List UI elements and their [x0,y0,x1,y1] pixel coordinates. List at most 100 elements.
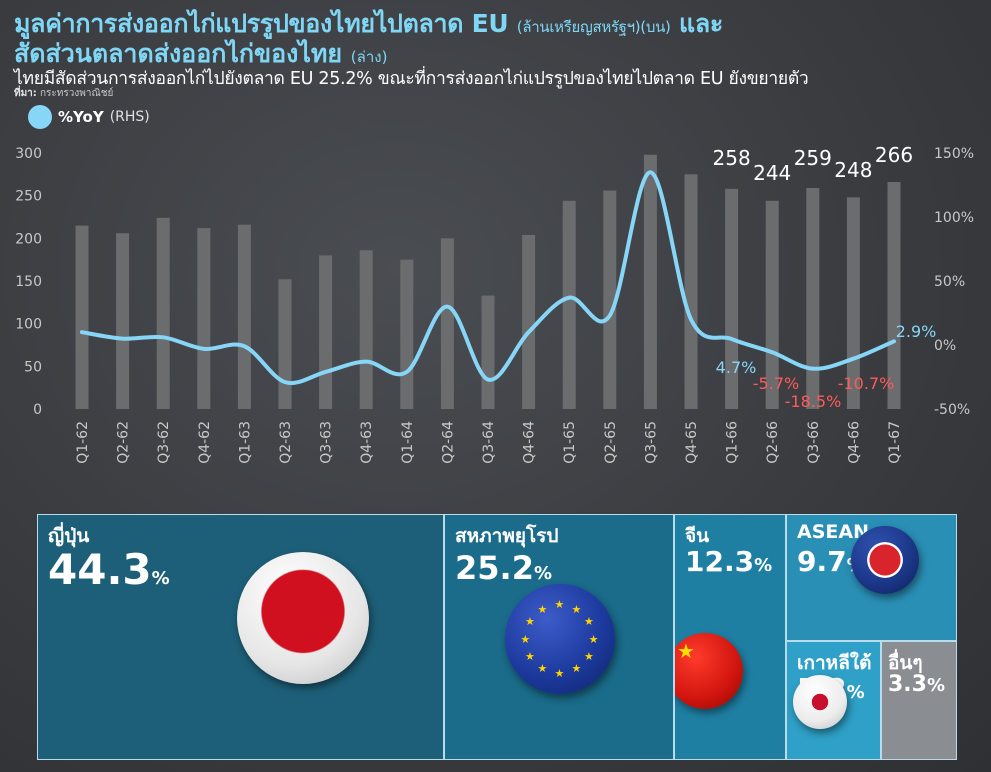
market-share-treemap: ญี่ปุ่น 44.3% สหภาพยุโรป 25.2% ★ ★ ★ ★ ★ ★ ★ ★ ★ ★ ★ ★ จ… [37,514,957,760]
south-korea-flag-icon [793,675,847,729]
eu-star-icon: ★ [554,666,565,680]
treemap-value-unit: % [533,563,552,584]
treemap-label-china: จีน [685,525,710,547]
bar-Q2-63 [278,279,292,409]
asean-flag-icon [851,526,919,594]
x-axis-tick: Q1-66 [725,421,741,464]
yoy-value-label: -10.7% [838,374,895,393]
treemap-cell-south-korea: เกาหลีใต้5.2% [786,641,881,760]
y-axis-left-tick: 50 [24,359,42,375]
treemap-cell-eu: สหภาพยุโรป 25.2% ★ ★ ★ ★ ★ ★ ★ ★ ★ ★ ★ ★ [444,514,674,760]
bar-Q3-63 [319,255,333,409]
eu-flag-icon: ★ ★ ★ ★ ★ ★ ★ ★ ★ ★ ★ ★ [505,584,615,694]
bar-Q2-62 [116,233,130,409]
x-axis-tick: Q2-62 [116,421,132,464]
source-text: กระทรวงพาณิชย์ [40,88,114,99]
bar-Q3-66 [806,187,820,409]
bar-Q1-62 [75,225,89,409]
treemap-value-number: 44.3 [48,545,152,594]
bar-value-label: 244 [753,161,791,185]
bar-line-chart: 0 50 100 150 200 250 300 -50% 0% 50% 100% 150% Q1-62… [15,143,974,464]
x-axis-tick: Q4-66 [846,421,862,464]
yoy-point-Q4-63 [364,360,368,364]
bar-Q1-66 [725,188,739,409]
x-axis-tick: Q4-64 [522,421,538,464]
yoy-point-Q2-64 [445,305,449,309]
china-flag-icon: ★ [675,633,743,709]
treemap-label-south-korea: เกาหลีใต้ [797,652,872,674]
yoy-point-Q2-66 [770,350,774,354]
yoy-point-Q1-63 [242,344,246,348]
bar-Q1-64 [400,259,414,409]
yoy-point-Q3-63 [324,370,328,374]
treemap-value-number: 3.3 [888,672,927,697]
yoy-point-Q3-64 [486,378,490,382]
x-axis-tick: Q1-63 [237,421,253,464]
bar-Q1-63 [237,224,251,409]
yoy-point-Q2-63 [283,380,287,384]
eu-star-icon: ★ [537,602,548,616]
yoy-point-Q2-65 [608,314,612,318]
china-star-icon: ★ [677,639,695,663]
bar-value-label: 248 [834,158,872,182]
y-axis-right-tick: 100% [934,210,974,226]
bar-Q1-67 [887,182,901,409]
yoy-point-Q1-67 [892,339,896,343]
yoy-point-Q4-65 [689,317,693,321]
legend-swatch-yoy [28,105,52,129]
yoy-point-Q4-66 [851,357,855,361]
x-axis-tick: Q1-64 [400,421,416,464]
y-axis-left-tick: 250 [15,189,42,205]
source-label: ที่มา: [14,88,37,99]
y-axis-left-tick: 0 [33,402,42,418]
bar-Q4-62 [197,228,211,409]
x-axis-tick: Q1-62 [75,421,91,464]
bar-Q1-65 [562,200,576,409]
yoy-point-Q4-62 [202,347,206,351]
bar-Q2-66 [765,200,779,409]
chart-title-line2-note: (ล่าง) [350,48,388,66]
chart-legend: %YoY (RHS) [28,104,150,130]
treemap-cell-japan: ญี่ปุ่น 44.3% [37,514,444,760]
y-axis-right-tick: 50% [934,274,965,290]
treemap-value-unit: % [151,568,170,589]
yoy-point-Q3-65 [648,170,652,174]
treemap-label-eu: สหภาพยุโรป [455,525,559,547]
x-axis-tick: Q2-64 [440,421,456,464]
y-axis-right-tick: 0% [934,338,956,354]
x-axis-tick: Q4-62 [197,421,213,464]
treemap-value-eu: 25.2% [455,549,552,587]
chart-title-unit: (ล้านเหรียญสหรัฐฯ)(บน) [516,18,671,36]
treemap-value-number: 9.7 [797,545,847,578]
eu-star-icon: ★ [524,615,535,629]
legend-label-yoy: %YoY [58,108,104,126]
source-note: ที่มา: กระทรวงพาณิชย์ [14,86,113,101]
x-axis-tick: Q2-65 [603,421,619,464]
treemap-value-number: 12.3 [685,545,755,578]
yoy-value-label: -5.7% [753,374,799,393]
y-axis-left-tick: 300 [15,146,42,162]
y-axis-left-tick: 100 [15,317,42,333]
bar-Q3-65 [643,154,657,409]
treemap-value-unit: % [926,675,946,696]
yoy-point-Q1-66 [730,337,734,341]
x-axis-tick: Q2-63 [278,421,294,464]
bar-value-label: 259 [794,146,832,170]
treemap-label-others: อื่นๆ [888,652,923,674]
yoy-value-label: 2.9% [896,322,937,341]
x-axis-tick: Q3-65 [643,421,659,464]
treemap-value-china: 12.3% [685,545,772,578]
treemap-cell-china: จีน 12.3% ★ [674,514,786,760]
x-axis-tick: Q3-64 [481,421,497,464]
y-axis-right-tick: -50% [934,402,970,418]
eu-star-icon: ★ [571,602,582,616]
yoy-point-Q4-64 [527,330,531,334]
bar-Q4-63 [359,250,373,409]
yoy-point-Q1-64 [405,370,409,374]
yoy-value-label: -18.5% [785,392,842,411]
y-axis-left-tick: 200 [15,231,42,247]
bar-Q2-64 [440,238,454,409]
eu-star-icon: ★ [588,632,599,646]
x-axis-tick: Q4-65 [684,421,700,464]
